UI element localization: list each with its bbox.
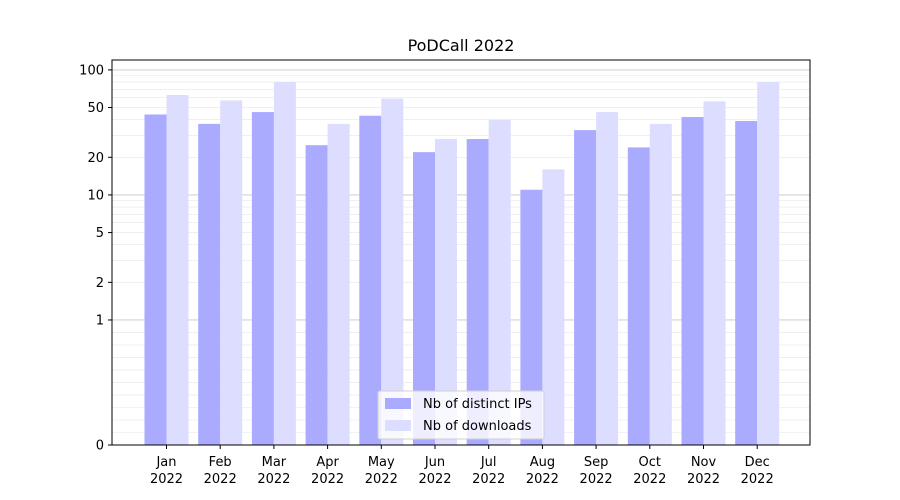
- bar-distinct-ips: [251, 112, 274, 445]
- bar-distinct-ips: [359, 115, 382, 445]
- x-tick-label: Oct 2022: [633, 455, 666, 487]
- legend: Nb of distinct IPs Nb of downloads: [377, 390, 545, 440]
- bar-distinct-ips: [413, 152, 435, 445]
- bar-distinct-ips: [466, 139, 489, 445]
- x-tick-label: Jan 2022: [150, 455, 183, 487]
- y-tick-label: 5: [96, 226, 104, 241]
- y-tick-label: 1: [96, 313, 104, 328]
- x-tick-label: Aug 2022: [526, 455, 559, 487]
- bar-distinct-ips: [144, 114, 167, 445]
- legend-box: [377, 390, 545, 440]
- bar-distinct-ips: [198, 123, 221, 445]
- bar-distinct-ips: [305, 145, 328, 445]
- y-tick-label: 20: [87, 151, 104, 166]
- x-tick-label: Dec 2022: [741, 455, 774, 487]
- x-tick-label: May 2022: [365, 455, 398, 487]
- bar-distinct-ips: [681, 117, 704, 445]
- x-tick-label: Sep 2022: [580, 455, 613, 487]
- chart-title: PoDCall 2022: [408, 36, 515, 55]
- legend-swatch-ips: [385, 398, 411, 409]
- bar-downloads: [381, 98, 404, 446]
- y-tick-label: 10: [87, 188, 104, 203]
- x-tick-label: Mar 2022: [257, 455, 290, 487]
- bar-downloads: [649, 123, 672, 445]
- bar-downloads: [220, 100, 243, 445]
- x-tick-label: Jul 2022: [472, 455, 505, 487]
- bar-downloads: [703, 101, 726, 445]
- y-tick-label: 50: [87, 101, 104, 116]
- legend-label-ips: Nb of distinct IPs: [423, 397, 532, 412]
- x-tick-label: Nov 2022: [687, 455, 720, 487]
- plot-frame: [111, 59, 811, 446]
- legend-label-downloads: Nb of downloads: [423, 419, 532, 434]
- bars: [144, 82, 780, 446]
- bar-downloads: [542, 169, 565, 445]
- x-axis: Jan 2022 Feb 2022 Mar 2022 Apr 2022 May 2022 Jun 20…: [150, 445, 774, 487]
- bar-downloads: [596, 112, 619, 445]
- y-tick-label: 0: [96, 439, 104, 454]
- bar-downloads: [488, 119, 511, 446]
- y-tick-label: 100: [79, 63, 104, 78]
- x-tick-label: Jun 2022: [418, 455, 451, 487]
- y-axis: 0 1 2 5 10 20 50 100: [79, 63, 112, 454]
- bar-downloads: [435, 139, 457, 445]
- bar-downloads: [273, 82, 296, 445]
- bar-downloads: [757, 82, 780, 445]
- bar-downloads: [327, 123, 350, 445]
- x-tick-label: Apr 2022: [311, 455, 344, 487]
- x-tick-label: Feb 2022: [204, 455, 237, 487]
- legend-swatch-downloads: [385, 420, 411, 431]
- bar-distinct-ips: [574, 130, 597, 445]
- bar-distinct-ips: [735, 121, 758, 446]
- bar-distinct-ips: [627, 147, 650, 446]
- bar-distinct-ips: [520, 189, 543, 445]
- y-tick-label: 2: [96, 276, 104, 291]
- bar-downloads: [166, 94, 189, 446]
